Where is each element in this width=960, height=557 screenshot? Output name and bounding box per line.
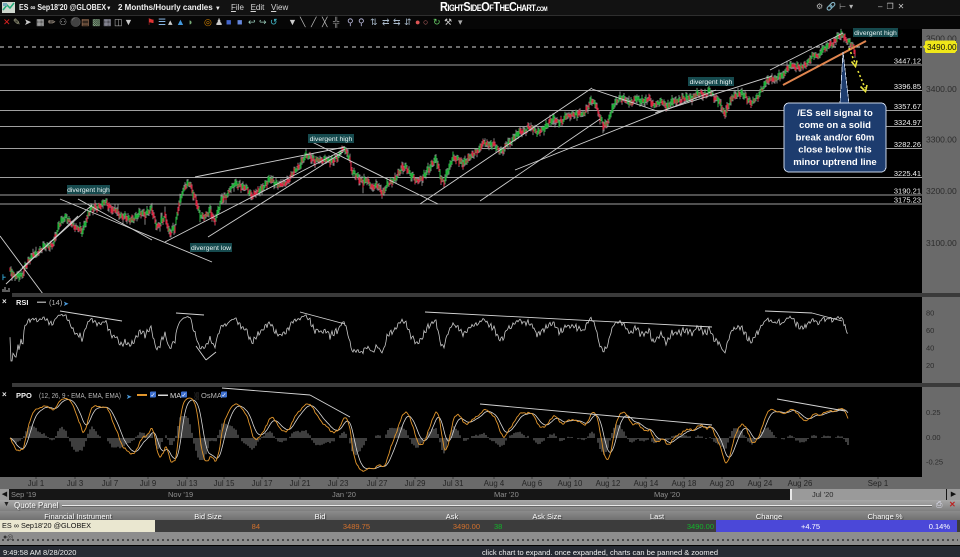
svg-text:20: 20 [926,361,934,370]
svg-text:3282.26: 3282.26 [894,140,921,149]
svg-text:close below this: close below this [798,145,871,156]
svg-text:Jul 3: Jul 3 [67,479,83,488]
svg-text:divergent low: divergent low [191,245,231,252]
svg-text:Jul 21: Jul 21 [290,479,311,488]
svg-text:Jul 9: Jul 9 [140,479,156,488]
svg-text:➤: ➤ [126,394,132,401]
svg-text:divergent high: divergent high [67,187,110,194]
svg-text:/ES sell signal to: /ES sell signal to [797,108,873,119]
svg-text:MA: MA [170,391,181,400]
svg-text:PPO: PPO [16,391,32,400]
svg-text:OsMA: OsMA [201,391,222,400]
svg-text:3324.97: 3324.97 [894,118,921,127]
svg-text:Jul 17: Jul 17 [252,479,273,488]
svg-text:3190.21: 3190.21 [894,187,921,196]
svg-text:3500.00: 3500.00 [926,34,957,44]
svg-text:░: ░ [194,392,199,400]
svg-text:3225.41: 3225.41 [894,169,921,178]
svg-text:3400.00: 3400.00 [926,84,957,94]
svg-text:60: 60 [926,326,934,335]
svg-text:Aug 18: Aug 18 [672,479,697,488]
svg-text:break and/or 60m: break and/or 60m [796,132,875,143]
svg-text:Jul 23: Jul 23 [328,479,349,488]
svg-text:divergent high: divergent high [310,136,353,143]
svg-text:3357.67: 3357.67 [894,102,921,111]
svg-text:Aug 6: Aug 6 [522,479,542,488]
svg-text:Aug 10: Aug 10 [558,479,583,488]
svg-text:3490.00: 3490.00 [927,43,957,52]
svg-text:3447.12: 3447.12 [894,57,921,66]
svg-text:minor uptrend line: minor uptrend line [793,157,876,168]
svg-text:Aug 14: Aug 14 [634,479,659,488]
svg-text:Aug 4: Aug 4 [484,479,505,488]
svg-text:✓: ✓ [222,393,227,399]
svg-text:0.25: 0.25 [926,408,941,417]
svg-text:3300.00: 3300.00 [926,135,957,145]
svg-text:3175.23: 3175.23 [894,196,921,205]
svg-text:40: 40 [926,344,934,353]
svg-text:Jul 31: Jul 31 [443,479,464,488]
svg-text:divergent high: divergent high [690,79,733,86]
svg-text:×: × [2,390,7,399]
svg-text:Jul 15: Jul 15 [214,479,235,488]
svg-text:0.00: 0.00 [926,433,941,442]
svg-text:➤: ➤ [63,301,69,308]
svg-text:Jul 7: Jul 7 [102,479,118,488]
svg-text:Jul 13: Jul 13 [177,479,198,488]
svg-text:RSI: RSI [16,298,29,307]
svg-text:✓: ✓ [151,393,156,399]
svg-text:✓: ✓ [182,393,187,399]
svg-text:3396.85: 3396.85 [894,82,921,91]
svg-text:Jul 27: Jul 27 [367,479,388,488]
svg-text:Jul 29: Jul 29 [405,479,426,488]
svg-text:×: × [2,297,7,306]
svg-text:3200.00: 3200.00 [926,186,957,196]
svg-text:Aug 12: Aug 12 [596,479,621,488]
svg-text:⊦: ⊦ [2,273,6,282]
svg-text:divergent high: divergent high [854,30,897,37]
svg-text:Aug 26: Aug 26 [788,479,813,488]
svg-text:(14): (14) [49,298,63,307]
svg-text:come on a solid: come on a solid [799,120,871,131]
svg-text:Aug 20: Aug 20 [710,479,735,488]
svg-text:Jul 1: Jul 1 [28,479,44,488]
svg-text:Sep 1: Sep 1 [868,479,888,488]
svg-text:-0.25: -0.25 [926,458,943,467]
svg-text:Aug 24: Aug 24 [748,479,773,488]
svg-text:80: 80 [926,309,934,318]
svg-text:3100.00: 3100.00 [926,238,957,248]
svg-text:(12, 26, 9 - EMA, EMA, EMA): (12, 26, 9 - EMA, EMA, EMA) [39,393,121,400]
